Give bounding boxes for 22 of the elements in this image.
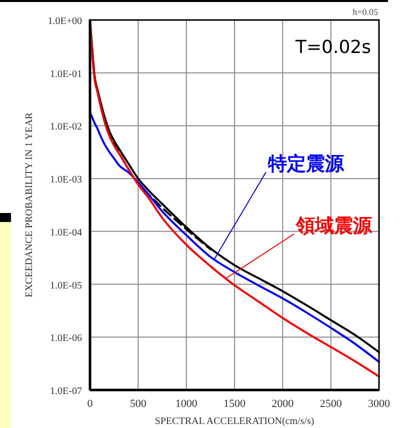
y-tick-label: 1.0E-06 bbox=[50, 333, 82, 344]
y-tick-label: 1.0E-01 bbox=[50, 68, 82, 80]
x-tick-label: 3000 bbox=[368, 398, 390, 410]
y-tick-label: 1.0E+00 bbox=[48, 16, 82, 27]
x-axis-title: SPECTRAL ACCELERATION(cm/s/s) bbox=[154, 416, 314, 427]
y-tick-label: 1.0E-03 bbox=[50, 174, 82, 186]
text: 領域震源 bbox=[295, 215, 373, 237]
y-tick-label: 1.0E-04 bbox=[50, 227, 82, 238]
text: 特定震源 bbox=[267, 153, 345, 175]
y-tick-label: 1.0E-07 bbox=[50, 386, 82, 397]
text: h=0.05 bbox=[352, 7, 378, 17]
x-tick-label: 1000 bbox=[175, 398, 198, 410]
line-series bbox=[89, 111, 380, 363]
x-tick-label: 1500 bbox=[224, 398, 246, 410]
y-tick-label: 1.0E-02 bbox=[50, 122, 82, 133]
annotation: T=0.02s bbox=[294, 37, 371, 58]
x-tick-label: 2500 bbox=[320, 398, 342, 410]
x-tick-label: 500 bbox=[130, 398, 147, 410]
x-tick-label: 2000 bbox=[272, 398, 294, 410]
y-tick-label: 1.0E-05 bbox=[50, 280, 82, 292]
x-tick-label: 0 bbox=[87, 398, 94, 410]
y-axis-title: EXCEEDANCE PROBABILITY IN 1 YEAR bbox=[24, 112, 35, 298]
